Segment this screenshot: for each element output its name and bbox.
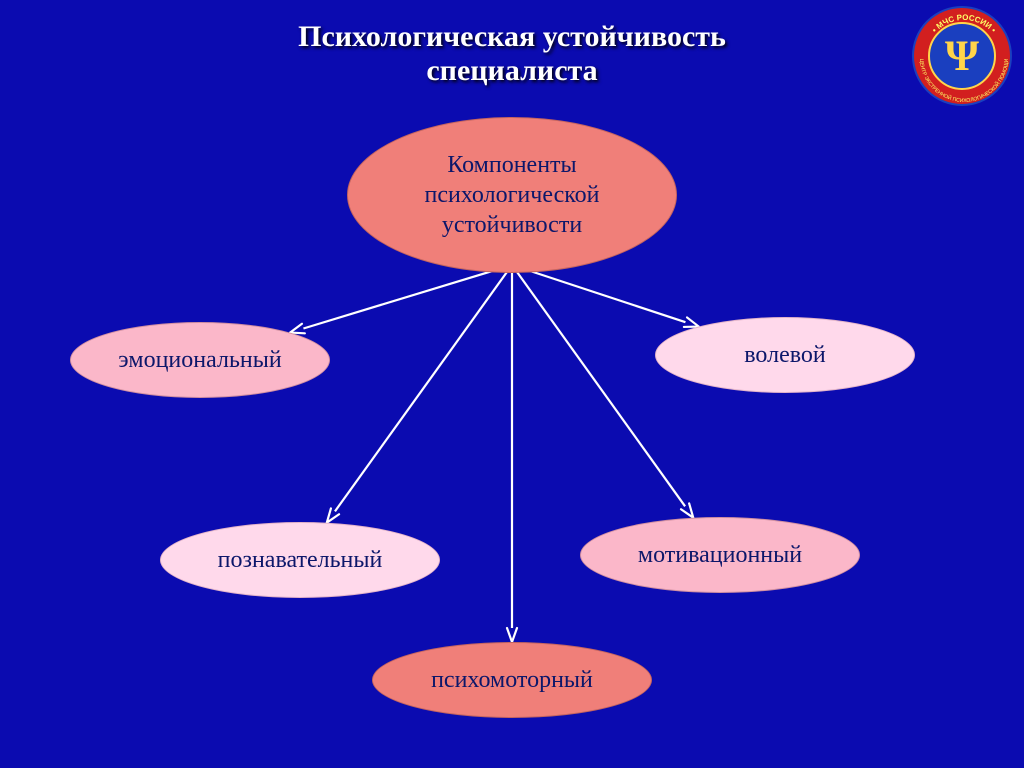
child-node-cognitive: познавательный	[160, 522, 440, 598]
child-label-motivation: мотивационный	[595, 540, 845, 570]
arrow-head-cognitive	[327, 508, 339, 522]
child-node-emotional: эмоциональный	[70, 322, 330, 398]
arrow-head-psychomotor	[507, 628, 517, 642]
logo-ring-text: • МЧС РОССИИ • ЦЕНТР ЭКСТРЕННОЙ ПСИХОЛОГ…	[914, 8, 1014, 108]
slide-title: Психологическая устойчивость специалиста	[0, 20, 1024, 88]
child-label-psychomotor: психомоторный	[387, 665, 637, 695]
org-logo: • МЧС РОССИИ • ЦЕНТР ЭКСТРЕННОЙ ПСИХОЛОГ…	[912, 6, 1012, 106]
root-node: Компоненты психологической устойчивости	[347, 117, 677, 273]
title-line2: специалиста	[0, 54, 1024, 88]
arrow-line-volitional	[512, 265, 685, 322]
arrow-head-emotional	[290, 324, 305, 334]
arrow-line-cognitive	[335, 265, 512, 511]
root-label: Компоненты психологической устойчивости	[364, 150, 659, 240]
title-line1: Психологическая устойчивость	[0, 20, 1024, 54]
child-label-emotional: эмоциональный	[84, 345, 316, 375]
slide-stage: Психологическая устойчивость специалиста…	[0, 0, 1024, 768]
arrow-head-volitional	[684, 317, 699, 326]
child-node-volitional: волевой	[655, 317, 915, 393]
arrow-head-motivation	[681, 503, 693, 517]
logo-text-bottom: ЦЕНТР ЭКСТРЕННОЙ ПСИХОЛОГИЧЕСКОЙ ПОМОЩИ	[918, 58, 1010, 104]
child-label-volitional: волевой	[669, 340, 901, 370]
child-label-cognitive: познавательный	[175, 545, 425, 575]
arrow-line-emotional	[303, 265, 512, 329]
child-node-psychomotor: психомоторный	[372, 642, 652, 718]
child-node-motivation: мотивационный	[580, 517, 860, 593]
arrow-line-motivation	[512, 265, 685, 506]
logo-text-top: • МЧС РОССИИ •	[930, 13, 998, 35]
